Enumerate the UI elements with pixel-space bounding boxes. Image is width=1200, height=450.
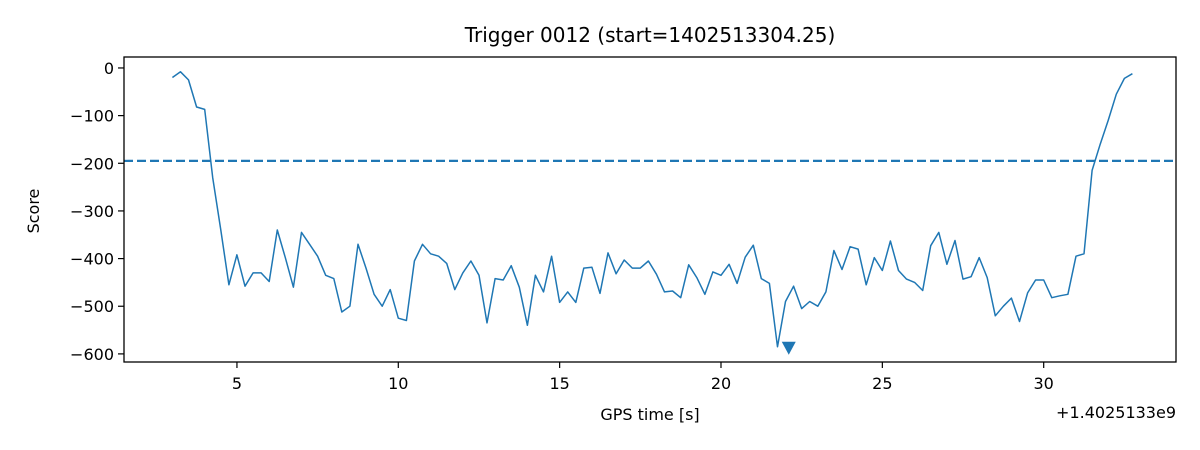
plot-frame [123,56,1177,363]
x-tick-label: 5 [232,374,242,393]
y-tick-label: −400 [70,250,114,269]
y-tick-label: −100 [70,107,114,126]
x-axis-label: GPS time [s] [600,405,699,424]
x-tick-label: 30 [1034,374,1054,393]
x-tick-label: 10 [388,374,408,393]
y-tick-label: −600 [70,345,114,364]
y-tick-label: −300 [70,202,114,221]
y-tick-label: −200 [70,154,114,173]
chart-title: Trigger 0012 (start=1402513304.25) [464,23,836,47]
series-line-0 [171,71,1133,348]
x-tick-label: 15 [549,374,569,393]
axis-ticks: 5 10 15 20 25 30 0 −100 −200 −300 −400 −500 −600 [70,59,1054,393]
x-axis-offset-label: +1.4025133e9 [1056,403,1176,422]
x-tick-label: 20 [711,374,731,393]
y-tick-label: −500 [70,297,114,316]
x-tick-label: 25 [872,374,892,393]
y-tick-label: 0 [104,59,114,78]
y-axis-label: Score [24,189,43,234]
plot-area [124,71,1176,355]
minimum-marker [781,341,796,355]
